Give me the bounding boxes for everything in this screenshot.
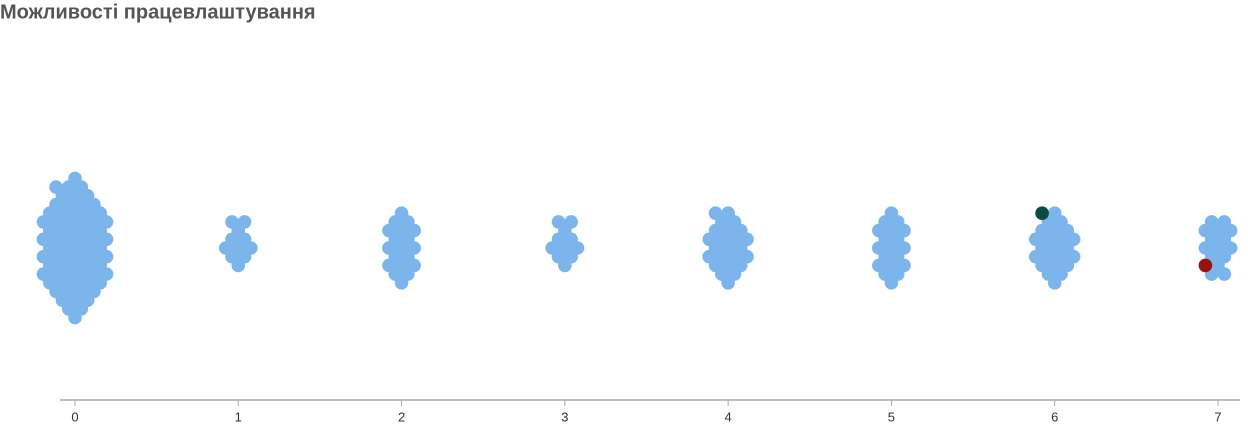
dot	[1223, 223, 1238, 238]
dot	[740, 249, 754, 264]
dot	[702, 249, 717, 264]
dot	[558, 258, 572, 273]
dot	[1066, 249, 1081, 264]
dot	[721, 276, 735, 290]
dot	[394, 276, 409, 290]
dot	[1223, 241, 1238, 255]
dot	[99, 215, 114, 229]
dot	[1198, 258, 1213, 273]
dot	[551, 215, 566, 229]
dot	[721, 206, 735, 220]
chart-title: Можливості працевлаштування	[0, 1, 316, 23]
dot	[1035, 206, 1049, 220]
dot	[545, 241, 560, 255]
dot	[382, 258, 396, 273]
dot	[36, 249, 51, 264]
dot	[1198, 223, 1213, 238]
dot	[708, 206, 723, 220]
dot	[36, 232, 51, 247]
dot	[1066, 232, 1081, 247]
dot	[1047, 276, 1062, 290]
x-tick-label: 1	[235, 409, 242, 424]
dot	[218, 241, 233, 255]
dot	[884, 206, 899, 220]
dot	[237, 215, 252, 229]
dot	[897, 223, 911, 238]
dot	[702, 232, 717, 247]
dot	[1028, 232, 1043, 247]
dot	[225, 215, 239, 229]
dot	[1217, 267, 1232, 281]
dot	[407, 223, 421, 238]
x-tick-label: 3	[561, 409, 568, 424]
dot	[570, 241, 585, 255]
dot	[244, 241, 258, 255]
dot	[407, 241, 421, 255]
dot	[36, 215, 51, 229]
dot	[68, 171, 82, 186]
dot	[36, 267, 51, 281]
dot	[1198, 241, 1213, 255]
dot	[68, 310, 82, 325]
dot	[407, 258, 421, 273]
dot	[394, 206, 409, 220]
x-tick-label: 6	[1051, 409, 1058, 424]
dot	[49, 180, 63, 194]
dot	[897, 258, 911, 273]
dot	[382, 223, 396, 238]
dot	[99, 249, 114, 264]
dot	[99, 267, 114, 281]
dot	[872, 241, 886, 255]
dot	[564, 215, 578, 229]
dot	[1047, 206, 1062, 220]
dot	[884, 276, 899, 290]
dot	[897, 241, 911, 255]
dot	[1028, 249, 1043, 264]
dot	[99, 232, 114, 247]
x-tick-label: 5	[888, 409, 895, 424]
dot	[231, 258, 246, 273]
dot	[382, 241, 396, 255]
x-tick-label: 2	[398, 409, 405, 424]
dot	[872, 223, 886, 238]
x-tick-label: 7	[1214, 409, 1221, 424]
dot	[872, 258, 886, 273]
x-tick-label: 4	[725, 409, 732, 424]
x-tick-label: 0	[71, 409, 78, 424]
dot	[740, 232, 754, 247]
